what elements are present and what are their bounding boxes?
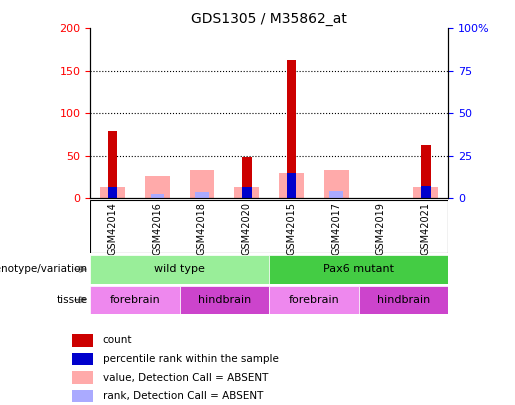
Text: GSM42021: GSM42021 [421,202,431,255]
Bar [286,60,296,198]
Text: hindbrain: hindbrain [198,295,251,305]
Bar [190,170,214,198]
Bar [90,255,269,284]
Bar [234,188,259,198]
Bar [72,371,93,384]
Bar [195,192,209,198]
Bar [72,390,93,402]
Text: GSM42019: GSM42019 [376,202,386,255]
Text: forebrain: forebrain [110,295,160,305]
Bar [72,353,93,365]
Text: hindbrain: hindbrain [376,295,430,305]
Text: genotype/variation: genotype/variation [0,264,88,274]
Bar [150,194,164,198]
Text: forebrain: forebrain [288,295,339,305]
Text: wild type: wild type [154,264,205,274]
Bar [108,187,117,198]
Bar [330,191,343,198]
Bar [269,255,448,284]
Text: GSM42020: GSM42020 [242,202,252,255]
Text: count: count [102,335,132,345]
Text: Pax6 mutant: Pax6 mutant [323,264,394,274]
Text: GSM42015: GSM42015 [286,202,297,255]
Bar [180,286,269,314]
Bar [279,173,304,198]
Bar [421,145,431,198]
Text: rank, Detection Call = ABSENT: rank, Detection Call = ABSENT [102,391,263,401]
Bar [421,185,431,198]
Text: GSM42014: GSM42014 [108,202,117,255]
Bar [269,286,358,314]
Bar [72,334,93,347]
Text: GSM42017: GSM42017 [331,202,341,255]
Bar [358,286,448,314]
Text: value, Detection Call = ABSENT: value, Detection Call = ABSENT [102,373,268,383]
Text: GSM42016: GSM42016 [152,202,162,255]
Bar [145,176,169,198]
Text: percentile rank within the sample: percentile rank within the sample [102,354,279,364]
Text: GSM42018: GSM42018 [197,202,207,255]
Bar [286,173,296,198]
Bar [414,188,438,198]
Bar [100,188,125,198]
Text: tissue: tissue [57,295,88,305]
Title: GDS1305 / M35862_at: GDS1305 / M35862_at [191,12,347,26]
Bar [108,131,117,198]
Bar [90,286,180,314]
Bar [242,157,252,198]
Bar [324,171,349,198]
Bar [242,188,252,198]
